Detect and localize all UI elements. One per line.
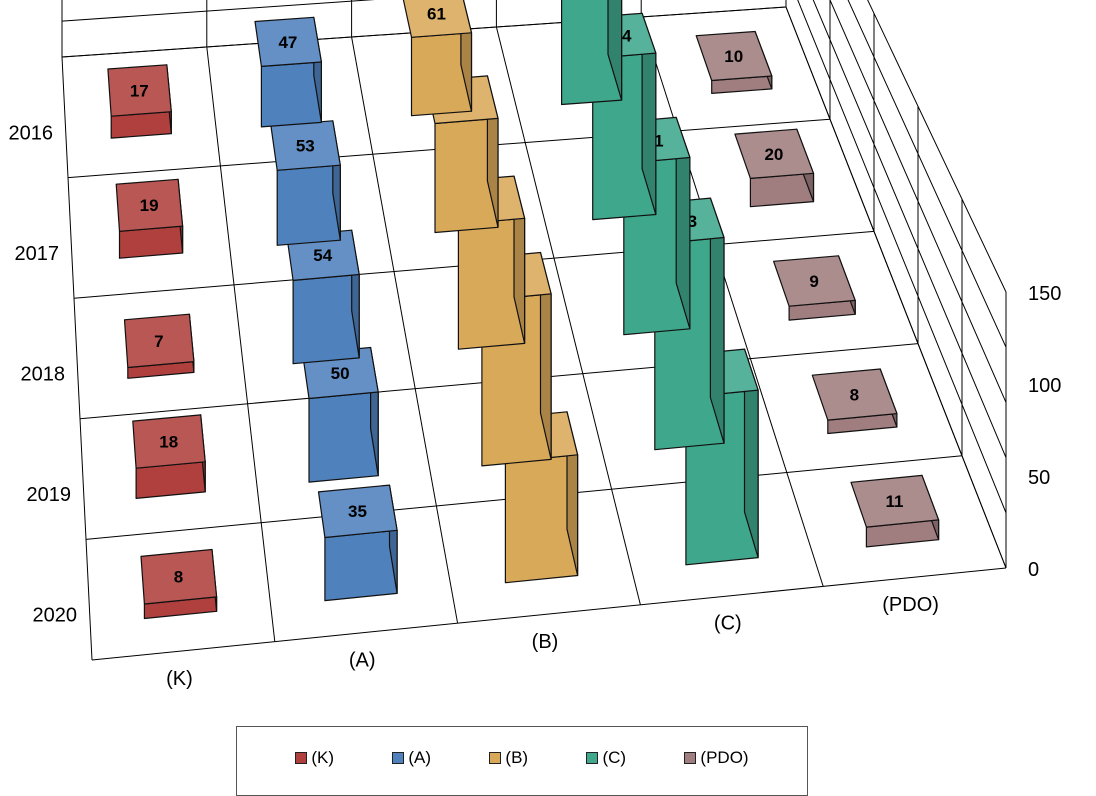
bar-pdo-2016-top <box>695 30 773 82</box>
x-tick-label: (B) <box>532 631 559 653</box>
side-wall-grid-line <box>847 0 1007 348</box>
bar-k-2017-top <box>115 178 184 232</box>
z-tick-label: 100 <box>1028 375 1061 397</box>
x-tick-label: (PDO) <box>882 594 939 616</box>
bar-a-2018 <box>292 273 360 365</box>
legend-swatch <box>684 752 697 764</box>
data-label: 47 <box>278 33 297 52</box>
year-tick-label: 2017 <box>15 243 60 265</box>
data-label: 8 <box>174 568 183 587</box>
chart-labels: (K)(A)(B)(C)(PDO)20162017201820192020050… <box>9 122 1062 690</box>
z-tick-label: 150 <box>1028 283 1061 305</box>
side-wall-grid-line <box>867 0 1007 293</box>
data-label: 11 <box>886 492 904 511</box>
floor-grid-line <box>206 46 276 642</box>
legend-item: (PDO) <box>684 748 749 768</box>
bar-a-2016 <box>260 61 322 128</box>
legend-item: (B) <box>489 748 528 768</box>
legend-label: (PDO) <box>700 748 749 767</box>
year-tick-label: 2019 <box>27 484 72 506</box>
side-wall-grid-line <box>797 0 1007 513</box>
bar-pdo-2019-top <box>811 368 898 421</box>
bar-a-2016-top <box>254 16 322 68</box>
bar-pdo-2020-top <box>850 474 940 528</box>
year-tick-label: 2020 <box>33 605 78 627</box>
side-wall-grid-line <box>812 0 1007 458</box>
side-wall-grid-line <box>785 6 1007 569</box>
legend-item: (A) <box>392 748 431 768</box>
data-label: 17 <box>130 81 149 100</box>
x-tick-label: (A) <box>349 649 376 671</box>
chart-legend: (K) (A) (B) (C) (PDO) <box>236 726 808 796</box>
bar-k-2019-top <box>132 414 206 469</box>
data-label: 18 <box>159 433 178 452</box>
data-label: 19 <box>140 196 159 215</box>
data-label: 7 <box>154 332 163 351</box>
bar-pdo-2017-top <box>734 128 815 179</box>
data-label: 10 <box>724 47 743 66</box>
legend-swatch <box>489 752 502 764</box>
data-label: 54 <box>313 246 332 265</box>
legend-label: (K) <box>311 748 335 767</box>
bar-c-2016 <box>560 0 623 106</box>
bar-pdo-2018-top <box>772 255 856 307</box>
bar-k-2016-top <box>107 64 172 117</box>
year-tick-label: 2016 <box>9 122 54 144</box>
data-label: 50 <box>331 364 350 383</box>
back-wall-grid-line <box>61 0 376 22</box>
bar-k-2020-top <box>140 548 218 605</box>
bar-a-2020-top <box>317 484 398 539</box>
bar-b-2016-top <box>402 0 473 38</box>
data-label: 8 <box>850 385 859 404</box>
data-label: 35 <box>348 502 367 521</box>
chart-bars: 8356793111850991238754811119195377114201… <box>107 0 940 620</box>
bar-a-2019 <box>308 391 379 483</box>
bar-k-2018-top <box>123 313 195 369</box>
floor-grid-line <box>351 36 459 624</box>
legend-item: (C) <box>586 748 626 768</box>
year-tick-label: 2018 <box>21 364 66 386</box>
legend-label: (C) <box>602 748 627 767</box>
bar-c-2016-side <box>607 0 623 101</box>
bar-a-2017 <box>276 164 341 246</box>
side-wall-grid-line <box>829 0 1007 403</box>
x-tick-label: (C) <box>714 613 742 635</box>
floor-grid-line <box>640 16 824 587</box>
data-label: 20 <box>764 145 783 164</box>
legend-swatch <box>586 752 599 764</box>
legend-item: (K) <box>295 748 334 768</box>
bar-a-2020 <box>324 529 398 602</box>
legend-label: (A) <box>408 748 432 767</box>
floor-grid-line <box>61 56 93 661</box>
bar-a-2017-top <box>270 120 341 171</box>
legend-swatch <box>392 752 405 764</box>
x-tick-label: (K) <box>166 668 193 690</box>
data-label: 61 <box>427 4 446 23</box>
data-label: 53 <box>296 136 315 155</box>
z-tick-label: 50 <box>1028 467 1050 489</box>
data-label: 9 <box>809 272 818 291</box>
floor-grid-line <box>91 567 1007 661</box>
z-tick-label: 0 <box>1028 559 1039 581</box>
floor-grid-line <box>495 26 641 605</box>
bar-pdo-2017 <box>749 172 815 208</box>
legend-label: (B) <box>505 748 529 767</box>
legend-swatch <box>295 752 308 764</box>
